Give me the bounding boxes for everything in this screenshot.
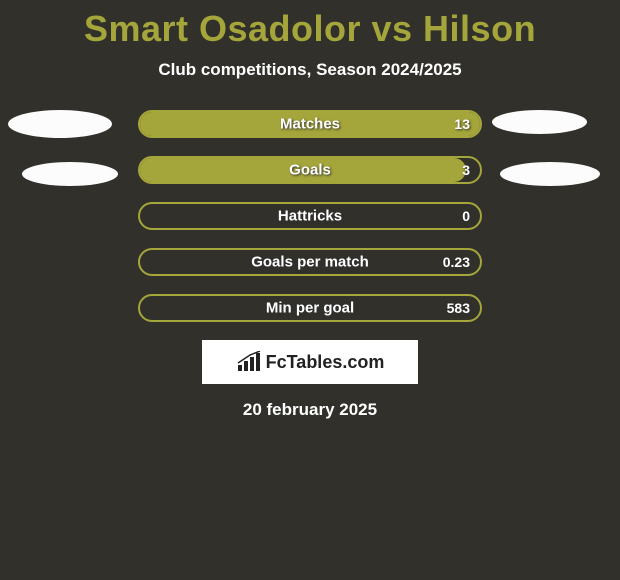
bar-value: 3 <box>462 162 470 178</box>
bar-label: Hattricks <box>278 208 342 225</box>
stat-bar: Goals 3 <box>138 156 482 184</box>
logo-text: FcTables.com <box>266 352 385 373</box>
decorative-oval <box>500 162 600 186</box>
bar-label: Min per goal <box>266 300 354 317</box>
stat-bar: Matches 13 <box>138 110 482 138</box>
bar-value: 13 <box>454 116 470 132</box>
bar-outline: Hattricks 0 <box>138 202 482 230</box>
bar-value: 0 <box>462 208 470 224</box>
bar-label: Matches <box>280 116 340 133</box>
stat-bar: Hattricks 0 <box>138 202 482 230</box>
page-title: Smart Osadolor vs Hilson <box>0 0 620 50</box>
bar-outline: Goals per match 0.23 <box>138 248 482 276</box>
decorative-oval <box>22 162 118 186</box>
bars-container: Matches 13 Goals 3 Hattricks 0 Goals per match… <box>138 110 482 322</box>
bar-value: 583 <box>447 300 470 316</box>
decorative-oval <box>8 110 112 138</box>
stat-bar: Min per goal 583 <box>138 294 482 322</box>
bar-value: 0.23 <box>443 254 470 270</box>
bar-outline: Goals 3 <box>138 156 482 184</box>
logo-box: FcTables.com <box>202 340 418 384</box>
bar-label: Goals per match <box>251 254 369 271</box>
date-text: 20 february 2025 <box>0 400 620 420</box>
bar-outline: Min per goal 583 <box>138 294 482 322</box>
stat-bar: Goals per match 0.23 <box>138 248 482 276</box>
bar-outline: Matches 13 <box>138 110 482 138</box>
bar-label: Goals <box>289 162 331 179</box>
decorative-oval <box>492 110 587 134</box>
subtitle: Club competitions, Season 2024/2025 <box>0 60 620 80</box>
stats-area: Matches 13 Goals 3 Hattricks 0 Goals per match… <box>0 110 620 322</box>
chart-icon <box>236 351 262 373</box>
